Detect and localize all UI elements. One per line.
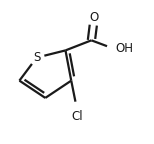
Text: Cl: Cl [71,110,83,123]
Text: OH: OH [115,42,133,55]
Text: O: O [90,11,99,24]
Text: S: S [33,51,40,64]
